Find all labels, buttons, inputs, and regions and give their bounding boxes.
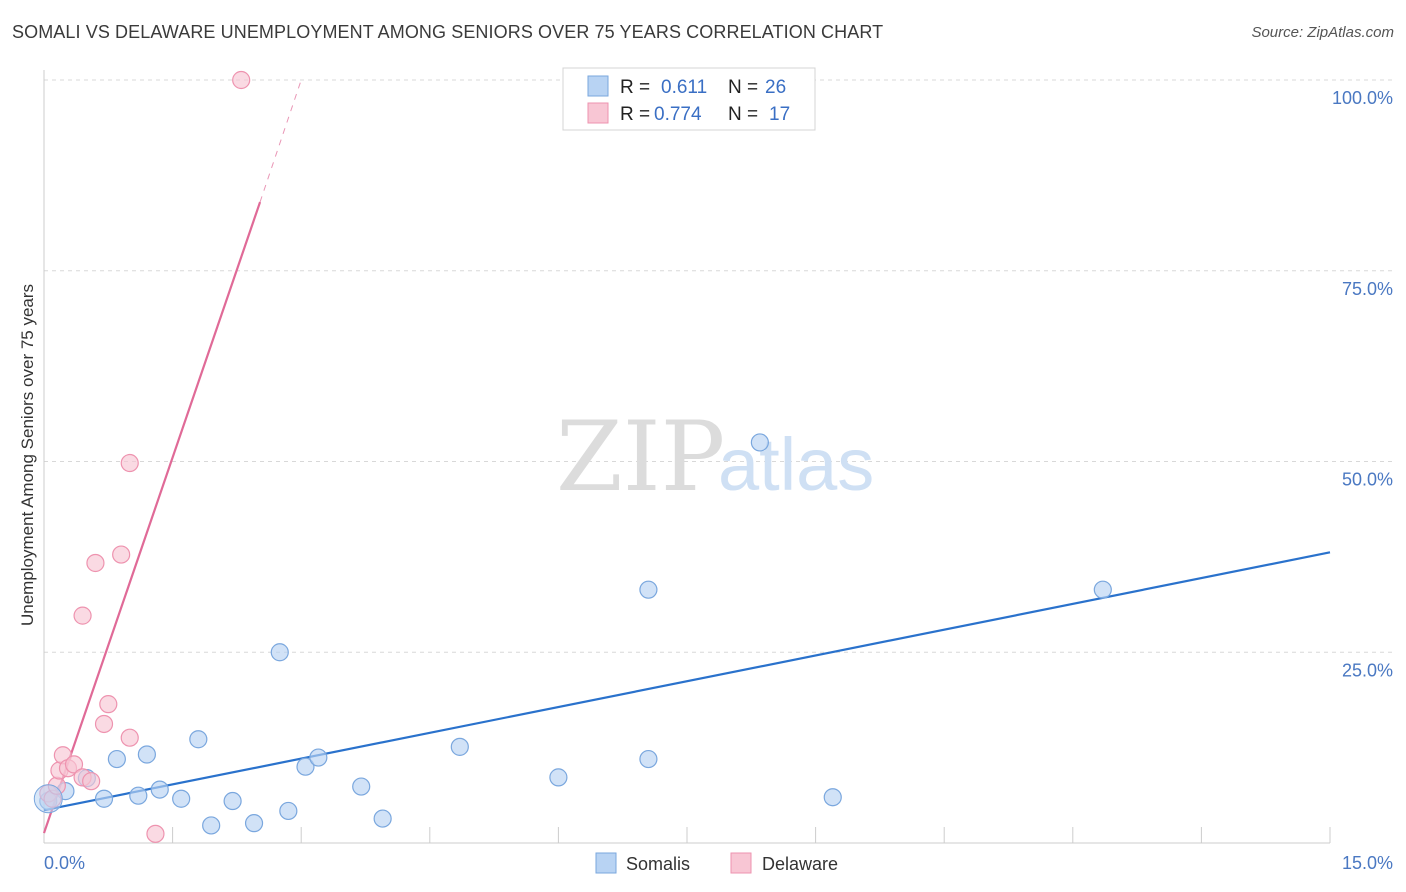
point-somalis	[172, 789, 191, 808]
legend-n-label-delaware: N =	[728, 104, 758, 125]
point-somalis	[150, 780, 169, 799]
y-axis-label: Unemployment Among Seniors over 75 years	[18, 284, 37, 626]
point-somalis	[549, 768, 568, 787]
point-somalis	[279, 801, 298, 821]
trendline-delaware	[42, 201, 262, 834]
legend-n-value-somalis: 26	[765, 77, 786, 98]
point-somalis	[639, 749, 658, 769]
point-delaware	[146, 824, 165, 843]
stats-legend: R = 0.611 N = 26 R = 0.774 N = 17	[562, 67, 816, 131]
point-somalis	[137, 745, 156, 764]
series-legend-swatch-somalis	[595, 852, 617, 874]
y-tick-labels: 25.0% 50.0% 75.0% 100.0%	[1332, 88, 1393, 680]
legend-n-label-somalis: N =	[728, 77, 758, 98]
point-delaware	[232, 70, 251, 90]
point-somalis	[94, 789, 114, 808]
x-tick-labels: 0.0% 15.0%	[44, 853, 1393, 873]
point-delaware	[99, 695, 118, 714]
data-points	[33, 70, 1112, 843]
point-somalis	[373, 809, 392, 828]
trendline-delaware-extension	[259, 79, 302, 203]
legend-r-label-delaware: R =	[620, 104, 650, 125]
point-delaware	[86, 553, 105, 573]
point-delaware	[82, 772, 101, 791]
point-delaware	[73, 606, 92, 625]
watermark-zip: ZIP	[556, 401, 725, 513]
grid-lines	[44, 79, 1392, 843]
point-somalis	[270, 643, 289, 662]
point-somalis	[352, 777, 371, 796]
point-somalis	[1093, 580, 1112, 599]
point-somalis	[107, 749, 126, 769]
point-somalis	[33, 784, 63, 814]
point-somalis	[129, 786, 148, 805]
legend-r-value-somalis: 0.611	[661, 77, 707, 98]
legend-swatch-somalis	[587, 75, 609, 97]
trendlines	[42, 79, 1331, 834]
point-somalis	[202, 816, 221, 835]
point-delaware	[94, 714, 114, 734]
axes	[43, 70, 1330, 844]
series-legend-label-somalis: Somalis	[626, 854, 690, 874]
chart-title: SOMALI VS DELAWARE UNEMPLOYMENT AMONG SE…	[12, 22, 884, 42]
point-somalis	[296, 757, 315, 776]
point-somalis	[639, 580, 658, 599]
y-tick-label: 25.0%	[1342, 660, 1393, 680]
x-tick-label: 0.0%	[44, 853, 85, 873]
watermark: ZIP atlas	[556, 401, 874, 513]
point-somalis	[223, 791, 242, 811]
point-somalis	[750, 433, 769, 452]
legend-r-value-delaware: 0.774	[654, 104, 702, 125]
point-somalis	[450, 737, 469, 756]
point-somalis	[189, 730, 208, 749]
trendline-somalis	[43, 551, 1331, 812]
y-tick-label: 100.0%	[1332, 88, 1393, 108]
y-tick-label: 50.0%	[1342, 470, 1393, 490]
legend-r-label-somalis: R =	[620, 77, 650, 98]
watermark-atlas: atlas	[718, 423, 874, 506]
point-delaware	[120, 453, 139, 473]
series-legend-label-delaware: Delaware	[762, 854, 838, 874]
point-delaware	[112, 545, 131, 564]
legend-swatch-delaware	[587, 102, 609, 124]
point-somalis	[244, 814, 264, 833]
series-legend-swatch-delaware	[730, 852, 752, 874]
point-delaware	[64, 755, 84, 774]
point-somalis	[309, 748, 328, 767]
series-legend: Somalis Delaware	[595, 852, 838, 874]
y-tick-label: 75.0%	[1342, 279, 1393, 299]
x-tick-label: 15.0%	[1342, 853, 1393, 873]
point-delaware	[120, 728, 139, 747]
point-somalis	[823, 788, 842, 807]
legend-n-value-delaware: 17	[769, 104, 790, 125]
chart-source: Source: ZipAtlas.com	[1251, 24, 1394, 41]
